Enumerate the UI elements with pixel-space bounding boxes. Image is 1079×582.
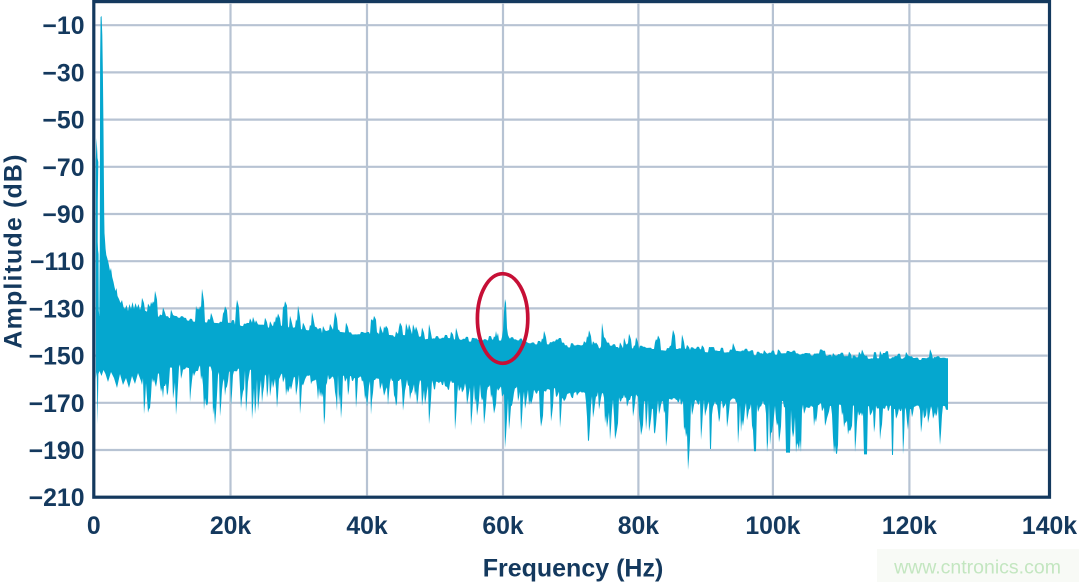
svg-text:−130: −130 <box>29 296 85 323</box>
svg-text:www.cntronics.com: www.cntronics.com <box>893 557 1061 579</box>
svg-text:60k: 60k <box>482 513 524 540</box>
svg-text:120k: 120k <box>882 513 937 540</box>
svg-text:40k: 40k <box>346 513 388 540</box>
svg-text:Amplitude (dB): Amplitude (dB) <box>0 153 27 348</box>
svg-text:140k: 140k <box>1022 513 1077 540</box>
svg-text:−10: −10 <box>42 13 84 40</box>
svg-text:−90: −90 <box>42 202 84 229</box>
svg-text:−150: −150 <box>29 344 85 371</box>
svg-text:0: 0 <box>87 513 101 540</box>
svg-text:Frequency (Hz): Frequency (Hz) <box>483 554 664 582</box>
svg-text:−190: −190 <box>29 438 85 465</box>
svg-text:−110: −110 <box>30 249 85 276</box>
svg-text:20k: 20k <box>210 513 252 540</box>
svg-text:−70: −70 <box>42 155 84 182</box>
svg-text:−210: −210 <box>29 485 85 512</box>
svg-text:−50: −50 <box>42 108 84 135</box>
svg-text:−170: −170 <box>29 391 85 418</box>
svg-text:−30: −30 <box>42 60 84 87</box>
svg-text:80k: 80k <box>618 513 660 540</box>
svg-text:100k: 100k <box>745 513 800 540</box>
